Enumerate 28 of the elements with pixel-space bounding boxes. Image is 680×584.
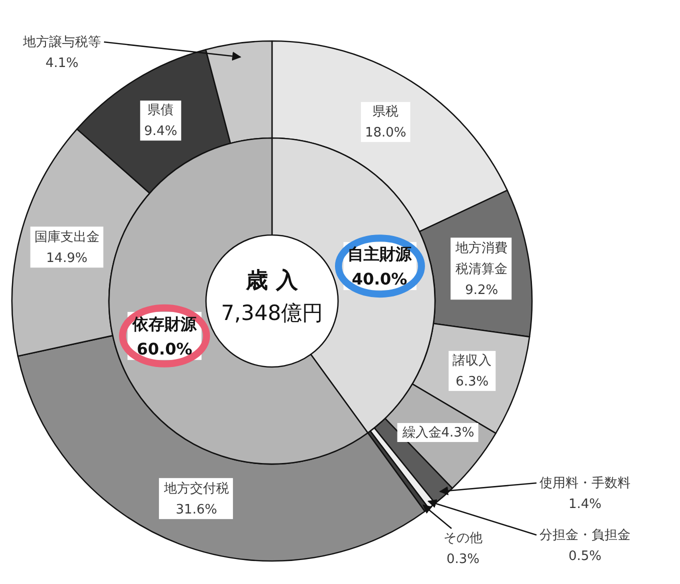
- slice-label: 依存財源: [132, 314, 198, 333]
- data-label: 60.0%: [136, 338, 192, 358]
- data-label: 0.5%: [568, 548, 602, 564]
- slice-label: 地方消費税清算金: [454, 240, 508, 277]
- slice-label: 地方交付税: [162, 480, 229, 496]
- slice-label: 地方譲与税等: [22, 34, 101, 50]
- data-label: 0.3%: [446, 552, 480, 566]
- data-label: 1.4%: [568, 496, 602, 512]
- data-label: 9.2%: [465, 282, 498, 298]
- slice-label: 繰入金: [401, 425, 442, 440]
- slice-label: その他: [444, 530, 482, 546]
- slice-label: 諸収入: [452, 352, 492, 368]
- slice-label: 分担金・負担金: [540, 528, 630, 542]
- text: 7,348億円: [220, 301, 324, 325]
- slice-label: 県債: [148, 102, 174, 118]
- slice-label: 自主財源: [347, 244, 412, 264]
- text: 歳 入: [245, 268, 299, 294]
- data-label: 31.6%: [176, 502, 218, 518]
- slice-label: 国庫支出金: [34, 228, 100, 245]
- data-label: 18.0%: [364, 125, 406, 140]
- data-label: 4.1%: [45, 56, 79, 70]
- slice-label: 使用料・手数料: [540, 476, 630, 490]
- slice-label: 県税: [372, 104, 399, 119]
- data-label: 6.3%: [456, 374, 489, 389]
- data-label: 40.0%: [352, 269, 408, 288]
- data-label: 14.9%: [46, 250, 88, 266]
- data-label: 4.3%: [441, 425, 474, 440]
- data-label: 9.4%: [144, 124, 178, 139]
